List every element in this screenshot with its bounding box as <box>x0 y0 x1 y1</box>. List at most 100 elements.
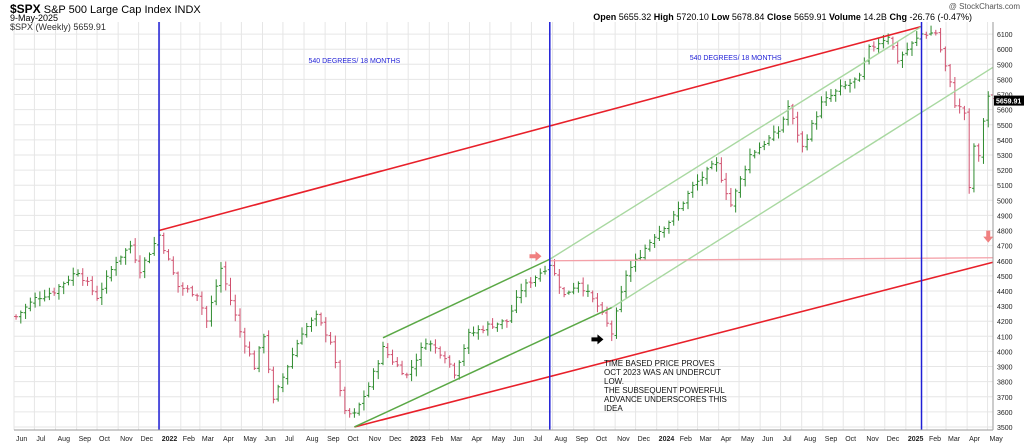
ohlc-bar <box>624 270 629 298</box>
y-tick-label: 6100 <box>997 32 1013 39</box>
ohlc-bar <box>681 201 686 211</box>
ohlc-bar <box>914 31 919 47</box>
ohlc-bar <box>28 297 33 312</box>
ohlc-bar <box>257 346 262 373</box>
ohlc-bar <box>585 284 590 297</box>
ohlc-bar <box>271 366 276 404</box>
ohlc-bar <box>299 327 304 345</box>
x-tick-label: Oct <box>348 436 359 443</box>
ohlc-bar <box>290 347 295 369</box>
ohlc-bar <box>214 279 219 306</box>
ohlc-bar <box>967 108 972 194</box>
ohlc-bar <box>752 149 757 159</box>
close-value: 5659.91 <box>793 12 827 22</box>
ohlc-bar <box>485 321 490 336</box>
x-tick-label: Mar <box>700 436 713 443</box>
x-tick-label: Mar <box>202 436 215 443</box>
y-tick-label: 5500 <box>997 123 1013 130</box>
chg-label: Chg <box>889 12 907 22</box>
trendline-lightgreen-upper <box>549 25 922 260</box>
ohlc-bar <box>819 96 824 119</box>
x-tick-label: Jun <box>16 436 27 443</box>
x-tick-label: Jul <box>533 436 542 443</box>
x-tick-label: Oct <box>99 436 110 443</box>
x-tick-label: Nov <box>369 436 382 443</box>
arrow-right-icon <box>591 334 604 345</box>
x-tick-label: 2022 <box>162 436 178 443</box>
y-tick-label: 3700 <box>997 395 1013 402</box>
note-line: ADVANCE UNDERSCORES THIS <box>604 395 727 404</box>
x-tick-label: Aug <box>555 436 568 443</box>
ohlc-bar <box>652 234 657 248</box>
ohlc-bar <box>14 314 19 320</box>
quote-line: Open 5655.32 High 5720.10 Low 5678.84 Cl… <box>593 12 972 22</box>
cycle-label: 540 DEGREES/ 18 MONTHS <box>308 58 400 65</box>
x-tick-label: Jun <box>264 436 275 443</box>
trendlines <box>158 25 994 428</box>
ohlc-bar <box>428 340 433 352</box>
ohlc-bar <box>514 290 519 314</box>
y-tick-label: 3500 <box>997 425 1013 432</box>
ohlc-bar <box>476 325 481 340</box>
x-tick-label: Mar <box>948 436 961 443</box>
note-line: THE SUBSEQUENT POWERFUL <box>604 386 725 395</box>
ohlc-bar <box>933 29 938 36</box>
x-tick-label: Mar <box>450 436 463 443</box>
x-tick-label: Dec <box>887 436 900 443</box>
x-tick-label: Sep <box>576 436 589 443</box>
chart-grid <box>13 22 993 430</box>
x-tick-label: Jul <box>285 436 294 443</box>
x-tick-label: Apr <box>721 436 733 443</box>
x-tick-label: Oct <box>845 436 856 443</box>
y-tick-label: 6000 <box>997 47 1013 54</box>
y-tick-label: 5000 <box>997 198 1013 205</box>
ohlc-bar <box>128 240 133 254</box>
ohlc-bar <box>609 320 614 342</box>
ohlc-bar <box>528 277 533 288</box>
ohlc-bar <box>190 285 195 297</box>
ohlc-bar <box>176 271 181 293</box>
x-tick-label: Oct <box>596 436 607 443</box>
ohlc-bar <box>56 284 61 300</box>
y-tick-label: 4000 <box>997 349 1013 356</box>
ohlc-bar <box>576 281 581 293</box>
ohlc-bar <box>743 165 748 187</box>
ohlc-bar <box>438 346 443 359</box>
ohlc-bar <box>195 293 200 302</box>
ohlc-bar <box>361 390 366 411</box>
ohlc-bar <box>647 239 652 252</box>
x-tick-label: Sep <box>327 436 340 443</box>
ohlc-bar <box>890 36 895 50</box>
note-line: TIME BASED PRICE PROVES <box>604 359 715 368</box>
ohlc-bar <box>709 160 714 170</box>
ohlc-bar <box>900 51 905 68</box>
ohlc-bar <box>895 41 900 64</box>
ohlc-bar <box>962 105 967 121</box>
ohlc-bar <box>685 190 690 210</box>
ohlc-bar <box>333 335 338 369</box>
x-tick-label: Dec <box>141 436 154 443</box>
ohlc-bar <box>404 372 409 379</box>
ohlc-bar <box>800 131 805 153</box>
ohlc-bar <box>957 98 962 114</box>
ohlc-bar <box>462 344 467 367</box>
ohlc-bar <box>471 326 476 337</box>
ohlc-bar <box>614 307 619 339</box>
ohlc-bar <box>285 364 290 385</box>
ohlc-bar <box>523 279 528 298</box>
trendline-lightgreen-lower <box>611 66 994 309</box>
ohlc-bars <box>14 25 995 418</box>
note-line: LOW. <box>604 377 624 386</box>
ohlc-bar <box>295 339 300 358</box>
x-tick-label: May <box>741 436 755 443</box>
ohlc-bar <box>371 368 376 390</box>
annotations: 540 DEGREES/ 18 MONTHS 540 DEGREES/ 18 MO… <box>308 55 994 413</box>
ohlc-bar <box>714 157 719 172</box>
volume-label: Volume <box>829 12 861 22</box>
ohlc-bar <box>447 355 452 368</box>
x-tick-label: Nov <box>866 436 879 443</box>
trendline-pink-horizontal <box>549 257 994 262</box>
ohlc-bar <box>228 277 233 306</box>
ohlc-bar <box>519 283 524 304</box>
x-tick-label: Jul <box>783 436 792 443</box>
